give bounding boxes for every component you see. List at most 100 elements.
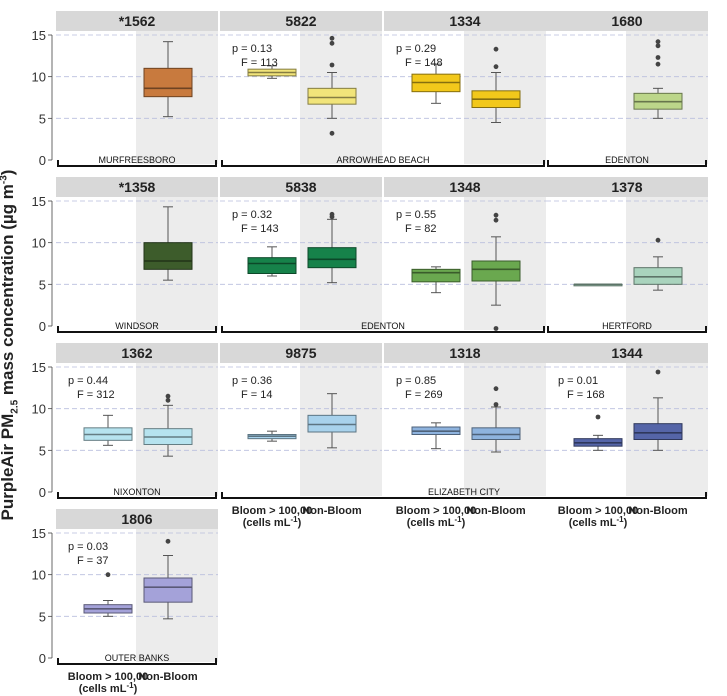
outlier-point: [329, 130, 335, 136]
box-iqr: [143, 242, 193, 270]
p-value-label: p = 0.85: [396, 375, 436, 387]
panel-sensor-id: 1348: [449, 179, 480, 195]
x-tick-label: Non-Bloom: [466, 505, 525, 517]
panel-header: [220, 177, 382, 197]
location-label: MURFREESBORO: [98, 155, 175, 165]
outlier-point: [655, 237, 661, 243]
panel-header: [56, 343, 218, 363]
y-tick-label: 15: [32, 28, 46, 43]
y-tick-label: 10: [32, 236, 46, 251]
location-label: NIXONTON: [113, 487, 160, 497]
y-tick-label: 5: [39, 443, 46, 458]
location-bracket: [547, 326, 707, 333]
panel-sensor-id: 9875: [285, 345, 316, 361]
f-statistic-label: F = 168: [567, 389, 605, 401]
outlier-point: [493, 46, 499, 52]
f-statistic-label: F = 82: [405, 223, 437, 235]
panel-sensor-id: 1318: [449, 345, 480, 361]
panel-header: [384, 11, 546, 31]
f-statistic-label: F = 269: [405, 389, 443, 401]
box-iqr: [307, 247, 357, 269]
box-iqr: [143, 67, 193, 98]
panel-sensor-id: *1358: [119, 179, 156, 195]
y-tick-label: 15: [32, 360, 46, 375]
x-tick-label: Bloom > 100,00: [68, 671, 148, 683]
y-tick-label: 0: [39, 153, 46, 168]
box-iqr: [471, 260, 521, 282]
f-statistic-label: F = 143: [241, 223, 279, 235]
panel-header: [56, 11, 218, 31]
y-tick-label: 5: [39, 111, 46, 126]
outlier-point: [329, 40, 335, 46]
box-iqr: [247, 257, 297, 274]
panel-header: [384, 343, 546, 363]
panel-sensor-id: *1562: [119, 13, 156, 29]
location-bracket: [547, 160, 707, 167]
box-iqr: [633, 423, 683, 440]
box-iqr: [307, 414, 357, 433]
location-label: ELIZABETH CITY: [428, 487, 500, 497]
box-iqr: [411, 268, 461, 283]
box-iqr: [307, 87, 357, 105]
outlier-point: [655, 43, 661, 49]
panel-header: [384, 177, 546, 197]
outlier-point: [329, 211, 335, 217]
location-bracket: [221, 492, 707, 499]
x-tick-label-units: (cells mL-1): [79, 681, 138, 695]
outlier-point: [595, 414, 601, 420]
location-label: EDENTON: [361, 321, 405, 331]
outlier-point: [493, 386, 499, 392]
outlier-point: [655, 369, 661, 375]
y-tick-label: 15: [32, 194, 46, 209]
y-tick-label: 0: [39, 319, 46, 334]
outlier-point: [655, 55, 661, 60]
box-iqr: [633, 267, 683, 285]
panel-sensor-id: 1334: [449, 13, 480, 29]
outlier-point: [165, 397, 171, 403]
outlier-point: [493, 217, 499, 223]
location-bracket: [57, 326, 217, 333]
location-bracket: [57, 492, 217, 499]
p-value-label: p = 0.29: [396, 43, 436, 55]
y-tick-label: 15: [32, 526, 46, 541]
x-tick-label-units: (cells mL-1): [243, 515, 302, 529]
location-label: WINDSOR: [115, 321, 159, 331]
x-tick-label: Non-Bloom: [302, 505, 361, 517]
outlier-point: [493, 64, 499, 70]
panel-header: [56, 177, 218, 197]
panel-sensor-id: 1378: [611, 179, 642, 195]
location-bracket: [221, 326, 545, 333]
f-statistic-label: F = 113: [241, 57, 278, 69]
x-tick-label-units: (cells mL-1): [407, 515, 466, 529]
f-statistic-label: F = 37: [77, 555, 109, 567]
y-tick-label: 0: [39, 485, 46, 500]
x-tick-label: Non-Bloom: [628, 505, 687, 517]
y-tick-label: 10: [32, 70, 46, 85]
panel-sensor-id: 1806: [121, 511, 152, 527]
outlier-point: [493, 212, 499, 218]
y-tick-label: 10: [32, 402, 46, 417]
box-iqr: [471, 427, 521, 441]
panel-sensor-id: 5838: [285, 179, 316, 195]
outlier-point: [493, 326, 499, 331]
f-statistic-label: F = 14: [241, 389, 273, 401]
panel-header: [546, 11, 708, 31]
p-value-label: p = 0.32: [232, 209, 272, 221]
y-tick-label: 5: [39, 609, 46, 624]
location-label: HERTFORD: [602, 321, 652, 331]
outlier-point: [655, 39, 661, 45]
location-bracket: [221, 160, 545, 167]
outlier-point: [493, 402, 499, 407]
panel-sensor-id: 5822: [285, 13, 316, 29]
panel-sensor-id: 1362: [121, 345, 152, 361]
box-iqr: [143, 577, 193, 603]
p-value-label: p = 0.13: [232, 43, 272, 55]
p-value-label: p = 0.55: [396, 209, 436, 221]
p-value-label: p = 0.03: [68, 541, 108, 553]
panel-header: [546, 177, 708, 197]
nonbloom-shade: [626, 197, 708, 330]
location-label: OUTER BANKS: [105, 653, 170, 663]
panel-sensor-id: 1344: [611, 345, 642, 361]
location-bracket: [57, 658, 217, 665]
